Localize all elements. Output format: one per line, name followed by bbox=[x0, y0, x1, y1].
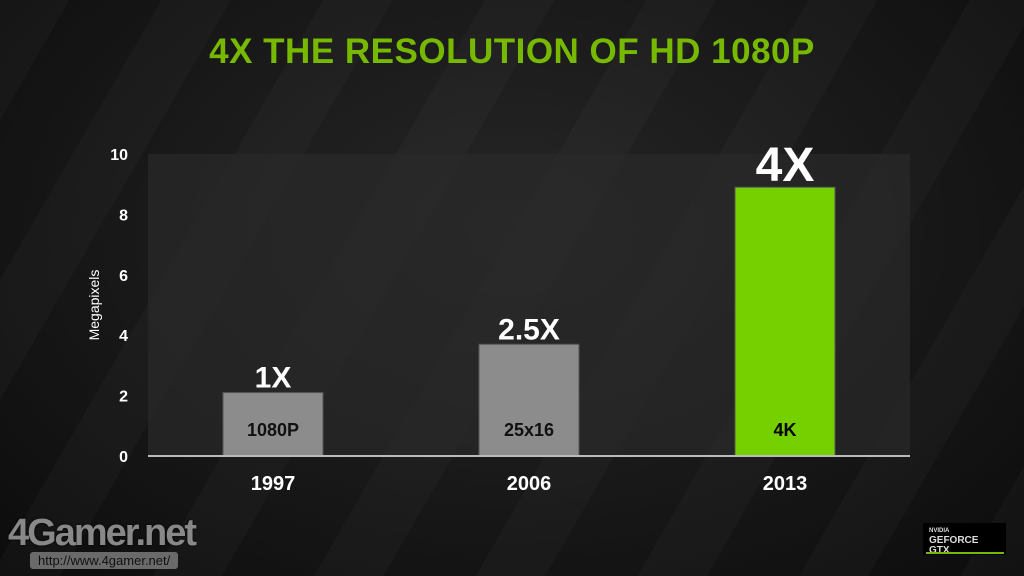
y-tick-label: 0 bbox=[119, 449, 128, 466]
bar bbox=[222, 392, 324, 457]
brand-nvidia: NVIDIA bbox=[929, 528, 950, 534]
y-tick-label: 6 bbox=[119, 268, 128, 285]
slide-title: 4X THE RESOLUTION OF HD 1080P bbox=[209, 32, 815, 71]
bar-annotation: 1X bbox=[255, 362, 292, 395]
geforce-gtx-logo: NVIDIA GEFORCE GTX bbox=[923, 523, 1006, 556]
brand-geforce: GEFORCE bbox=[929, 535, 979, 546]
bar-label: 1080P bbox=[247, 420, 299, 440]
bar-annotation: 4X bbox=[756, 139, 815, 192]
bar-label: 25x16 bbox=[504, 420, 554, 440]
y-tick-label: 2 bbox=[119, 389, 128, 406]
brand-gtx: GTX bbox=[929, 545, 950, 556]
x-tick-label: 1997 bbox=[251, 473, 296, 495]
y-tick-label: 8 bbox=[119, 207, 128, 224]
y-tick-label: 4 bbox=[119, 328, 128, 345]
bar bbox=[734, 186, 836, 457]
y-tick-label: 10 bbox=[110, 147, 128, 164]
y-axis-label: Megapixels bbox=[86, 270, 102, 341]
bar-label: 4K bbox=[773, 420, 796, 440]
x-tick-label: 2006 bbox=[507, 473, 552, 495]
watermark-logo: 4Gamer.net bbox=[8, 512, 197, 554]
watermark-url: http://www.4gamer.net/ bbox=[30, 552, 179, 569]
x-tick-label: 2013 bbox=[763, 473, 808, 495]
bar-annotation: 2.5X bbox=[498, 313, 560, 346]
brand-stripe bbox=[926, 552, 1004, 554]
